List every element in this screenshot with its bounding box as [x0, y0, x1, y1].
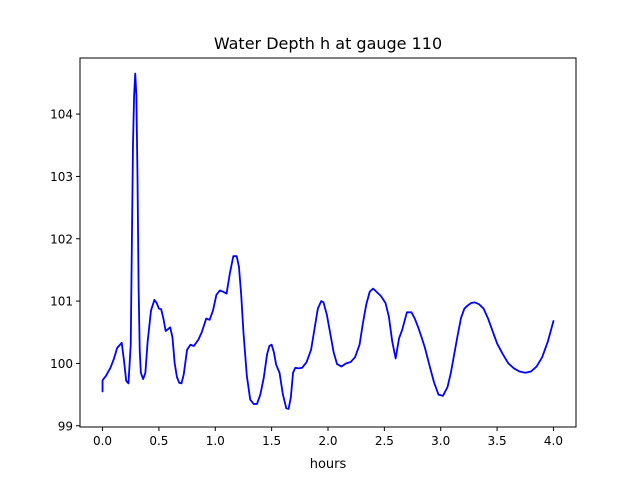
- y-tick-label: 99: [58, 419, 73, 433]
- x-tick-label: 1.0: [206, 434, 225, 448]
- x-tick-label: 3.0: [431, 434, 450, 448]
- series-line: [101, 72, 555, 410]
- x-tick-label: 2.0: [318, 434, 337, 448]
- x-axis: 0.0 0.5 1.0 1.5 2.0 2.5 3.0 3.5 4.0: [93, 427, 563, 448]
- chart-title: Water Depth h at gauge 110: [214, 34, 442, 53]
- y-axis: 99 100 101 102 103 104: [50, 108, 80, 433]
- x-tick-label: 4.0: [544, 434, 563, 448]
- y-tick-label: 102: [50, 232, 73, 246]
- y-tick-label: 100: [50, 357, 73, 371]
- x-tick-label: 0.0: [93, 434, 112, 448]
- y-tick-label: 104: [50, 108, 73, 122]
- y-tick-label: 103: [50, 170, 73, 184]
- x-axis-label: hours: [310, 457, 347, 472]
- y-tick-label: 101: [50, 295, 73, 309]
- x-tick-label: 0.5: [149, 434, 168, 448]
- x-tick-label: 1.5: [262, 434, 281, 448]
- x-tick-label: 3.5: [488, 434, 507, 448]
- x-tick-label: 2.5: [375, 434, 394, 448]
